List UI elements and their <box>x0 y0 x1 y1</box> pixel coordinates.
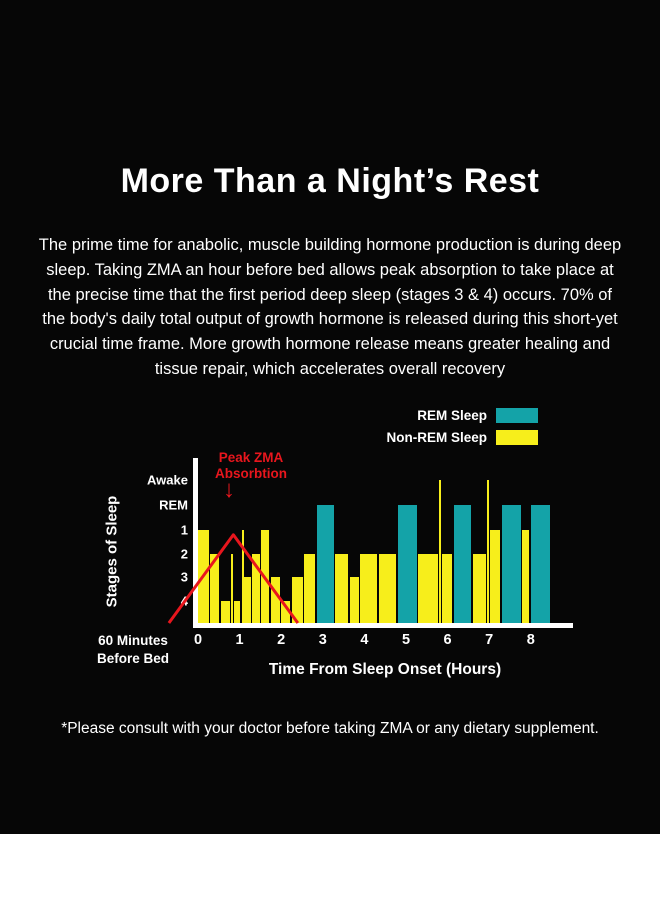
non-rem-sleep-bar <box>233 600 241 623</box>
down-arrow-icon: ↓ <box>223 476 235 503</box>
rem-sleep-bar <box>453 505 472 623</box>
non-rem-sleep-bar <box>291 577 303 623</box>
rem-sleep-bar <box>530 505 551 623</box>
y-axis-tick-label: Awake <box>147 472 188 488</box>
y-axis-tick-label: 3 <box>180 569 188 585</box>
non-rem-sleep-bar <box>252 553 260 623</box>
x-axis-ticks: 0 1 2 3 4 5 6 7 8 <box>194 632 576 650</box>
non-rem-sleep-bar <box>472 553 486 623</box>
x-origin-label-line1: 60 Minutes <box>98 633 168 648</box>
rem-sleep-bar <box>501 505 521 623</box>
non-rem-sleep-bar <box>378 553 397 623</box>
non-rem-sleep-bar <box>522 530 530 623</box>
rem-sleep-bar <box>316 505 334 623</box>
x-axis-tick-label: 0 <box>193 632 203 648</box>
legend-item-rem: REM Sleep <box>386 408 538 423</box>
x-axis-tick-label: 5 <box>401 632 411 648</box>
y-axis-tick-label: 1 <box>180 522 188 538</box>
x-axis-tick-label: 6 <box>443 632 452 648</box>
zma-peak-line <box>167 533 300 624</box>
non-rem-sleep-bar <box>418 553 438 623</box>
non-rem-sleep-bar <box>231 553 234 623</box>
non-rem-sleep-bar <box>439 480 442 623</box>
non-rem-sleep-bar <box>244 577 251 623</box>
non-rem-color-swatch <box>496 430 538 445</box>
x-axis-tick-label: 4 <box>360 632 369 648</box>
rem-color-swatch <box>496 408 538 423</box>
x-axis-tick-label: 7 <box>485 632 494 648</box>
footnote: *Please consult with your doctor before … <box>61 720 599 737</box>
rem-sleep-bar <box>397 505 417 623</box>
x-axis-tick-label: 2 <box>277 632 286 648</box>
body-text: The prime time for anabolic, muscle buil… <box>38 236 622 378</box>
legend-item-non-rem: Non-REM Sleep <box>386 430 538 445</box>
page-title: More Than a Night’s Rest <box>120 162 540 200</box>
peak-annotation-line1: Peak ZMA <box>218 450 284 465</box>
non-rem-sleep-bar <box>335 553 349 623</box>
peak-annotation: Peak ZMA Absorbtion <box>201 450 301 481</box>
x-axis-tick-label: 3 <box>318 632 327 648</box>
non-rem-sleep-bar <box>442 553 453 623</box>
y-axis-title: Stages of Sleep <box>103 495 121 608</box>
y-axis-tick-label: 2 <box>180 546 188 562</box>
sleep-stages-chart: REM Sleep Non-REM Sleep Stages of Sleep … <box>0 400 660 700</box>
infographic-card: More Than a Night’s Rest The prime time … <box>0 0 660 834</box>
x-origin-label: 60 Minutes Before Bed <box>83 632 183 668</box>
non-rem-sleep-bar <box>281 600 291 623</box>
non-rem-sleep-bar <box>487 480 490 623</box>
y-axis-tick-label: REM <box>159 497 188 513</box>
chart-legend: REM Sleep Non-REM Sleep <box>386 408 538 452</box>
x-origin-label-line2: Before Bed <box>96 651 169 667</box>
non-rem-sleep-bar <box>241 530 244 623</box>
non-rem-sleep-bar <box>220 600 230 623</box>
non-rem-sleep-bar <box>360 553 378 623</box>
peak-annotation-line2: Absorbtion <box>215 465 287 481</box>
non-rem-sleep-bar <box>270 577 280 623</box>
y-axis-line <box>193 458 198 628</box>
x-axis-line <box>193 623 573 628</box>
non-rem-sleep-bar <box>490 530 501 623</box>
x-axis-tick-label: 1 <box>235 632 244 648</box>
non-rem-sleep-bar <box>349 577 359 623</box>
x-axis-title: Time From Sleep Onset (Hours) <box>268 661 502 678</box>
legend-label-rem: REM Sleep <box>417 408 487 423</box>
x-axis-tick-label: 8 <box>526 632 535 648</box>
non-rem-sleep-bar <box>304 553 316 623</box>
legend-label-non-rem: Non-REM Sleep <box>386 430 487 445</box>
non-rem-sleep-bar <box>210 553 220 623</box>
